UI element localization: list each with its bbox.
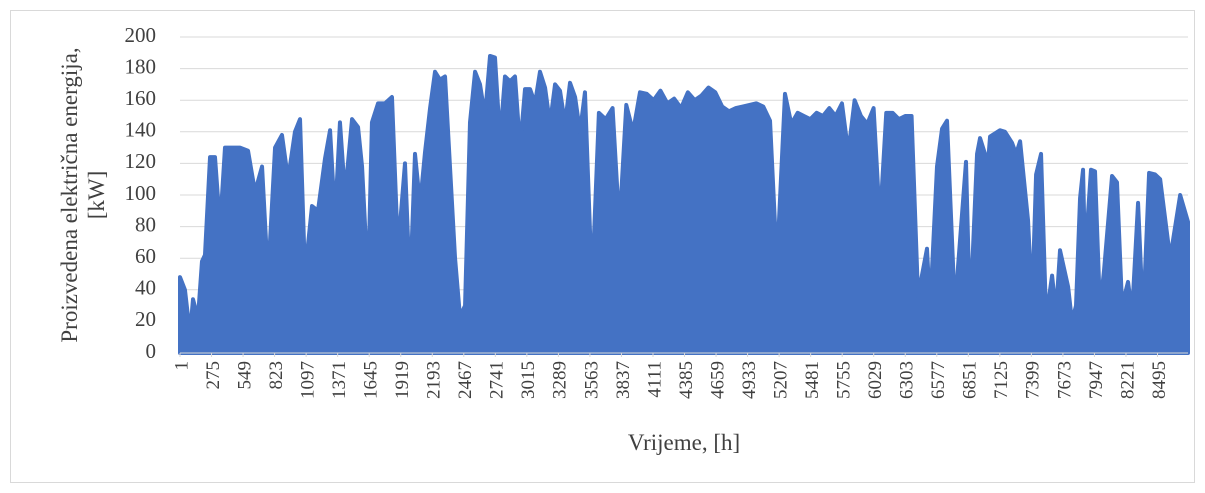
area xyxy=(178,53,1190,355)
x-tick-label: 7399 xyxy=(1023,361,1044,399)
x-tick-label: 8495 xyxy=(1149,361,1170,399)
x-tick-label: 6303 xyxy=(897,361,918,399)
y-axis-label-line: [kW] xyxy=(84,171,109,220)
y-axis-label-line: Proizvedena električna energija, xyxy=(57,47,82,342)
x-tick-label: 1645 xyxy=(361,361,382,399)
x-tick-label: 3563 xyxy=(581,361,602,399)
x-tick-label: 7947 xyxy=(1086,361,1107,399)
y-tick-label: 120 xyxy=(125,149,157,173)
x-tick-label: 1919 xyxy=(392,361,413,399)
x-tick-label: 7125 xyxy=(991,361,1012,399)
x-tick-label: 1097 xyxy=(297,361,318,399)
x-tick-label: 5207 xyxy=(770,361,791,399)
x-tick-label: 5481 xyxy=(802,361,823,399)
x-tick-label: 6029 xyxy=(865,361,886,399)
y-tick-label: 20 xyxy=(135,307,156,331)
x-tick-label: 3289 xyxy=(550,361,571,399)
y-tick-label: 60 xyxy=(135,244,156,268)
y-tick-label: 100 xyxy=(125,181,157,205)
y-tick-label: 40 xyxy=(135,276,156,300)
x-tick-label: 3837 xyxy=(613,361,634,399)
x-tick-label: 2193 xyxy=(424,361,445,399)
x-tick-label: 275 xyxy=(203,361,224,390)
x-tick-label: 3015 xyxy=(518,361,539,399)
x-tick-label: 5755 xyxy=(834,361,855,399)
x-tick-label: 6851 xyxy=(960,361,981,399)
x-tick-label: 8221 xyxy=(1117,361,1138,399)
x-tick-label: 4111 xyxy=(644,361,665,398)
x-tick-label: 549 xyxy=(234,361,255,390)
x-tick-label: 4385 xyxy=(676,361,697,399)
y-tick-label: 180 xyxy=(125,54,157,78)
y-tick-label: 80 xyxy=(135,212,156,236)
x-tick-label: 2467 xyxy=(455,361,476,399)
y-tick-label: 160 xyxy=(125,86,157,110)
y-tick-label: 0 xyxy=(146,339,157,363)
x-tick-label: 6577 xyxy=(928,361,949,399)
x-axis-label: Vrijeme, [h] xyxy=(628,430,740,455)
x-tick-label: 1371 xyxy=(329,361,350,399)
x-tick-label: 7673 xyxy=(1054,361,1075,399)
x-tick-label: 823 xyxy=(266,361,287,390)
y-tick-label: 200 xyxy=(125,23,157,47)
x-tick-label: 4933 xyxy=(739,361,760,399)
x-tick-label: 1 xyxy=(171,361,192,371)
y-axis-label: Proizvedena električna energija, [kW] xyxy=(57,47,109,342)
x-tick-label: 4659 xyxy=(707,361,728,399)
x-tick-label: 2741 xyxy=(487,361,508,399)
y-tick-label: 140 xyxy=(125,118,157,142)
